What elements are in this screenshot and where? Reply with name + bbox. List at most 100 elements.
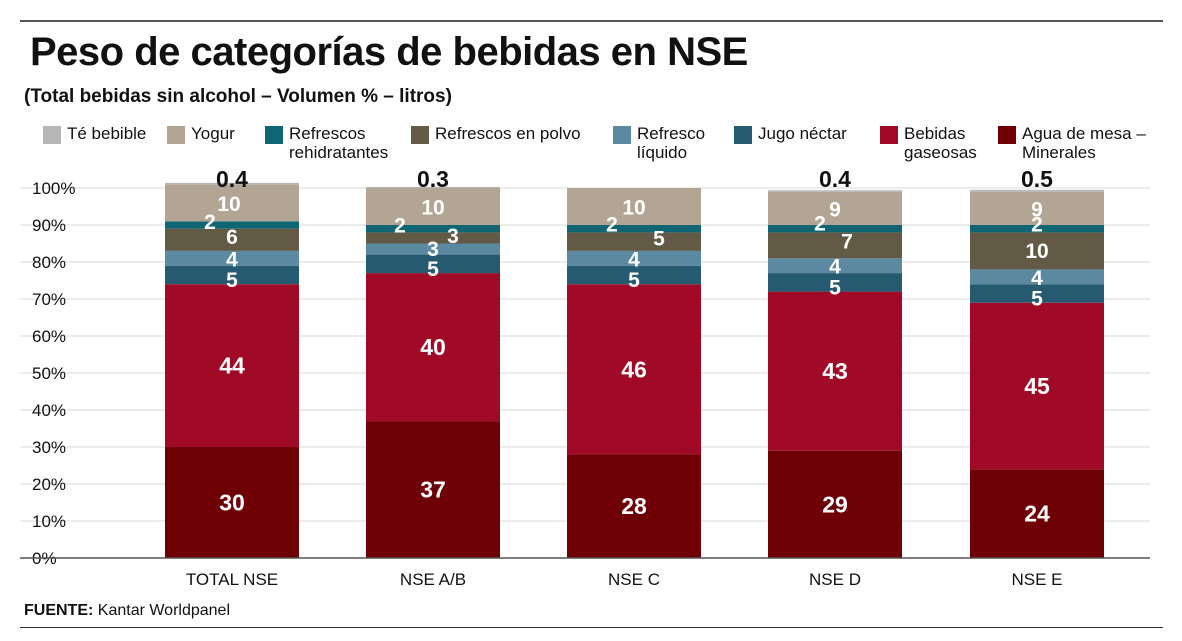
data-label-jugo-n-ctar: 5 <box>829 276 841 299</box>
data-label-te-bebible: 0.3 <box>417 166 449 192</box>
data-label-yogur: 9 <box>1031 198 1043 221</box>
legend-label-refresco-liquido: Refresco líquido <box>637 124 706 162</box>
data-label-bebidas-gaseosas: 46 <box>621 356 647 382</box>
bar-segment-yogur <box>165 184 299 222</box>
bar-segment-jugo-n-ctar <box>567 265 701 285</box>
y-tick-label: 100% <box>32 179 75 198</box>
data-label-refrescos-rehidratantes: 2 <box>1031 214 1043 237</box>
chart-title: Peso de categorías de bebidas en NSE <box>30 30 748 74</box>
legend-swatch-bebidas-gaseosas <box>880 126 898 144</box>
data-label-refrescos-rehidratantes: 2 <box>204 211 216 234</box>
y-tick-label: 60% <box>32 327 66 346</box>
legend-swatch-refrescos-rehidratantes <box>265 126 283 144</box>
y-tick-label: 10% <box>32 512 66 531</box>
y-tick-label: 90% <box>32 216 66 235</box>
data-label-refresco-l-quido: 4 <box>628 248 640 271</box>
bar-segment-t-bebible <box>366 186 500 188</box>
data-label-refresco-l-quido: 4 <box>829 256 841 279</box>
legend-swatch-refrescos-en-polvo <box>411 126 429 144</box>
legend-item-refrescos-en-polvo: Refrescos en polvo <box>411 124 581 144</box>
bar-segment-agua-de-mesa-minerales <box>165 447 299 558</box>
data-label-refrescos-en-polvo: 6 <box>226 226 238 249</box>
chart-subtitle: (Total bebidas sin alcohol – Volumen % –… <box>24 86 452 107</box>
bar-segment-agua-de-mesa-minerales <box>970 469 1104 558</box>
legend-swatch-te-bebible <box>43 126 61 144</box>
source-text: Kantar Worldpanel <box>93 602 230 619</box>
bar-segment-refresco-l-quido <box>567 250 701 266</box>
bar-segment-refresco-l-quido <box>165 250 299 266</box>
bar-segment-yogur <box>567 188 701 225</box>
x-tick-label: TOTAL NSE <box>186 570 278 589</box>
x-tick-label: NSE D <box>809 570 861 589</box>
bar-segment-t-bebible <box>768 190 902 192</box>
bar-segment-jugo-n-ctar <box>165 265 299 285</box>
bar-segment-agua-de-mesa-minerales <box>567 454 701 558</box>
legend-item-agua-de-mesa: Agua de mesa – Minerales <box>998 124 1146 162</box>
data-label-refresco-l-quido: 3 <box>427 238 439 261</box>
bar-segment-bebidas-gaseosas <box>970 302 1104 470</box>
x-tick-label: NSE A/B <box>400 570 466 589</box>
legend-item-refrescos-rehidratantes: Refrescos rehidratantes <box>265 124 388 162</box>
x-tick-label: NSE E <box>1011 570 1062 589</box>
bar-segment-bebidas-gaseosas <box>165 284 299 447</box>
bar-segment-t-bebible <box>970 189 1104 192</box>
legend-label-refrescos-en-polvo: Refrescos en polvo <box>435 124 581 143</box>
bar-segment-jugo-n-ctar <box>366 254 500 274</box>
bar-segment-yogur <box>768 191 902 225</box>
bar-segment-bebidas-gaseosas <box>768 291 902 451</box>
bar-segment-refrescos-rehidratantes <box>970 225 1104 233</box>
legend-swatch-yogur <box>167 126 185 144</box>
bar-segment-refrescos-rehidratantes <box>165 221 299 229</box>
legend-item-te-bebible: Té bebible <box>43 124 146 144</box>
bar-segment-yogur <box>366 188 500 225</box>
bar-segment-refrescos-en-polvo <box>165 228 299 251</box>
bar-segment-agua-de-mesa-minerales <box>768 450 902 558</box>
bar-segment-yogur <box>970 191 1104 225</box>
data-label-refrescos-en-polvo: 5 <box>653 228 665 251</box>
bar-segment-refrescos-rehidratantes <box>366 225 500 233</box>
data-label-refrescos-en-polvo: 3 <box>447 225 459 248</box>
legend-swatch-refresco-liquido <box>613 126 631 144</box>
data-label-refrescos-en-polvo: 7 <box>841 230 853 253</box>
y-tick-label: 80% <box>32 253 66 272</box>
data-label-jugo-n-ctar: 5 <box>628 269 640 292</box>
data-label-agua-de-mesa-minerales: 24 <box>1024 501 1050 527</box>
legend-item-bebidas-gaseosas: Bebidas gaseosas <box>880 124 977 162</box>
bar-segment-refresco-l-quido <box>768 258 902 274</box>
y-tick-label: 20% <box>32 475 66 494</box>
bar-segment-jugo-n-ctar <box>970 284 1104 303</box>
bar-segment-refrescos-rehidratantes <box>567 225 701 233</box>
bar-segment-refrescos-rehidratantes <box>768 225 902 233</box>
data-label-te-bebible: 0.4 <box>819 166 851 192</box>
data-label-yogur: 10 <box>217 193 240 216</box>
source-label: FUENTE: <box>24 602 94 619</box>
data-label-te-bebible: 0.4 <box>216 166 248 192</box>
bar-segment-t-bebible <box>165 182 299 185</box>
data-label-agua-de-mesa-minerales: 30 <box>219 490 245 516</box>
source-note: FUENTE: Kantar Worldpanel <box>24 602 230 620</box>
data-label-yogur: 10 <box>622 197 645 220</box>
data-label-refrescos-en-polvo: 10 <box>1025 240 1048 263</box>
bar-segment-agua-de-mesa-minerales <box>366 421 500 558</box>
legend-label-agua-de-mesa: Agua de mesa – Minerales <box>1022 124 1146 162</box>
data-label-bebidas-gaseosas: 40 <box>420 334 446 360</box>
data-label-agua-de-mesa-minerales: 37 <box>420 477 446 503</box>
bar-segment-bebidas-gaseosas <box>366 273 500 422</box>
legend-label-bebidas-gaseosas: Bebidas gaseosas <box>904 124 977 162</box>
data-label-refresco-l-quido: 4 <box>226 248 238 271</box>
data-label-yogur: 10 <box>421 197 444 220</box>
bar-segment-refresco-l-quido <box>970 269 1104 285</box>
data-label-te-bebible: 0.5 <box>1021 166 1053 192</box>
bar-segment-bebidas-gaseosas <box>567 284 701 455</box>
bar-segment-refrescos-en-polvo <box>768 232 902 259</box>
bottom-rule <box>20 627 1163 628</box>
data-label-refresco-l-quido: 4 <box>1031 267 1043 290</box>
data-label-yogur: 9 <box>829 198 841 221</box>
bar-segment-refrescos-en-polvo <box>567 232 701 251</box>
legend-swatch-jugo-nectar <box>734 126 752 144</box>
legend-label-jugo-nectar: Jugo néctar <box>758 124 847 143</box>
data-label-refrescos-rehidratantes: 2 <box>394 215 406 238</box>
legend-item-yogur: Yogur <box>167 124 235 144</box>
legend-label-yogur: Yogur <box>191 124 235 143</box>
